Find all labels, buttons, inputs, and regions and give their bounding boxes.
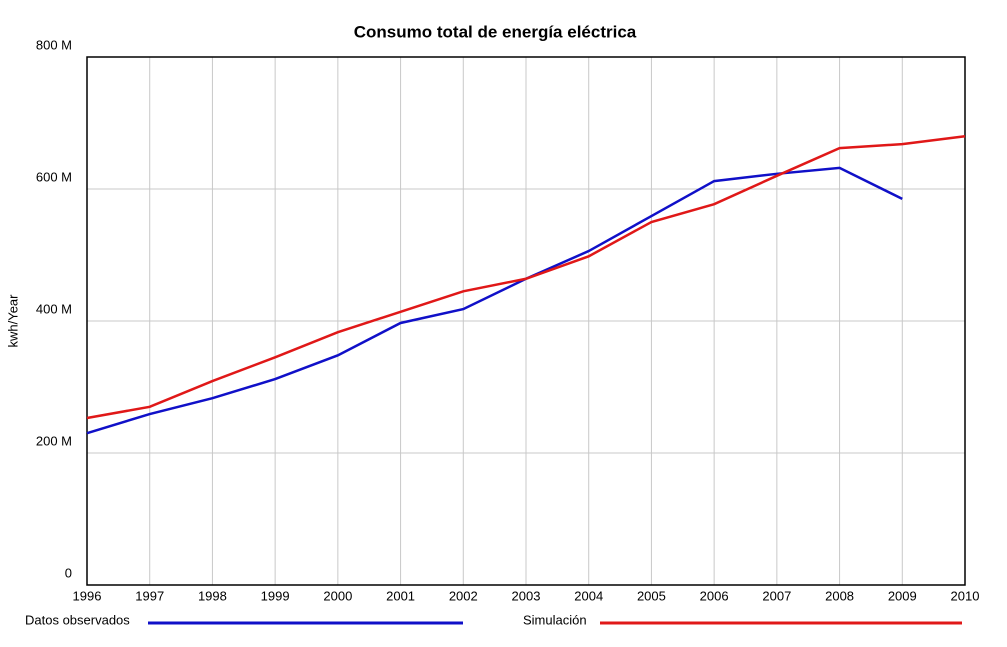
x-tick-label: 2004	[574, 588, 603, 603]
y-tick-label: 800 M	[36, 37, 72, 52]
series-line	[86, 134, 966, 420]
series-line	[86, 166, 903, 435]
x-tick-label: 2000	[323, 588, 352, 603]
x-tick-label: 2009	[888, 588, 917, 603]
x-tick-label: 2007	[762, 588, 791, 603]
y-tick-label: 400 M	[36, 301, 72, 316]
x-tick-label: 2003	[512, 588, 541, 603]
chart-title: Consumo total de energía eléctrica	[354, 22, 637, 41]
x-tick-label: 1998	[198, 588, 227, 603]
y-tick-label: 200 M	[36, 433, 72, 448]
y-tick-label: 600 M	[36, 169, 72, 184]
x-tick-label: 1999	[261, 588, 290, 603]
y-axis-label: kwh/Year	[5, 294, 20, 348]
x-tick-label: 2005	[637, 588, 666, 603]
x-tick-label: 2008	[825, 588, 854, 603]
x-tick-label: 2002	[449, 588, 478, 603]
x-tick-label: 2010	[951, 588, 980, 603]
plot-frame	[86, 56, 966, 586]
y-tick-label: 0	[65, 565, 72, 580]
x-tick-label: 1996	[73, 588, 102, 603]
x-tick-label: 2001	[386, 588, 415, 603]
x-tick-label: 1997	[135, 588, 164, 603]
legend-label: Datos observados	[25, 612, 130, 627]
x-tick-label: 2006	[700, 588, 729, 603]
legend-label: Simulación	[523, 612, 587, 627]
